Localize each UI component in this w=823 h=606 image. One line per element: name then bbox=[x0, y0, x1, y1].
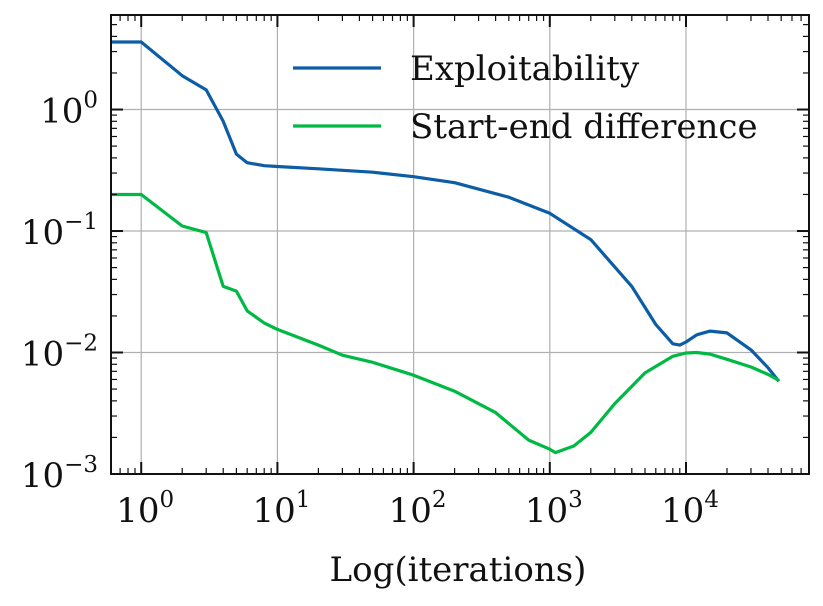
y-tick-exp: −3 bbox=[64, 452, 98, 478]
y-tick-label: 10−3 bbox=[21, 452, 98, 496]
x-tick-label: 104 bbox=[661, 487, 719, 531]
series-lines bbox=[111, 40, 781, 455]
y-tick-label: 10−2 bbox=[21, 331, 98, 375]
x-tick-base: 10 bbox=[661, 491, 704, 531]
y-tick-exp: −1 bbox=[64, 209, 98, 235]
x-axis-label: Log(iterations) bbox=[330, 550, 587, 590]
x-tick-label: 103 bbox=[525, 487, 583, 531]
x-tick-exp: 2 bbox=[432, 487, 447, 513]
x-tick-label: 102 bbox=[389, 487, 447, 531]
x-tick-exp: 4 bbox=[704, 487, 719, 513]
x-tick-exp: 1 bbox=[296, 487, 311, 513]
y-tick-base: 10 bbox=[40, 92, 83, 132]
y-tick-label: 10−1 bbox=[21, 209, 98, 253]
plot-frame bbox=[110, 14, 810, 475]
x-tick-exp: 3 bbox=[568, 487, 583, 513]
y-tick-base: 10 bbox=[21, 456, 64, 496]
y-tick-exp: 0 bbox=[83, 88, 98, 114]
legend: Exploitability Start-end difference bbox=[293, 49, 758, 147]
y-tick-label: 100 bbox=[40, 88, 98, 132]
legend-label: Start-end difference bbox=[410, 107, 758, 147]
y-tick-base: 10 bbox=[21, 213, 64, 253]
x-tick-exp: 0 bbox=[160, 487, 175, 513]
series-line-exploitability bbox=[111, 40, 781, 383]
x-tick-label: 100 bbox=[116, 487, 174, 531]
x-tick-base: 10 bbox=[525, 491, 568, 531]
y-tick-base: 10 bbox=[21, 335, 64, 375]
x-tick-base: 10 bbox=[389, 491, 432, 531]
y-tick-exp: −2 bbox=[64, 331, 98, 357]
x-tick-labels: 100 101 102 103 104 bbox=[116, 487, 719, 531]
x-tick-base: 10 bbox=[252, 491, 295, 531]
x-tick-label: 101 bbox=[252, 487, 310, 531]
series-line-start-end-difference bbox=[111, 192, 780, 455]
legend-label: Exploitability bbox=[410, 49, 640, 89]
x-tick-base: 10 bbox=[116, 491, 159, 531]
